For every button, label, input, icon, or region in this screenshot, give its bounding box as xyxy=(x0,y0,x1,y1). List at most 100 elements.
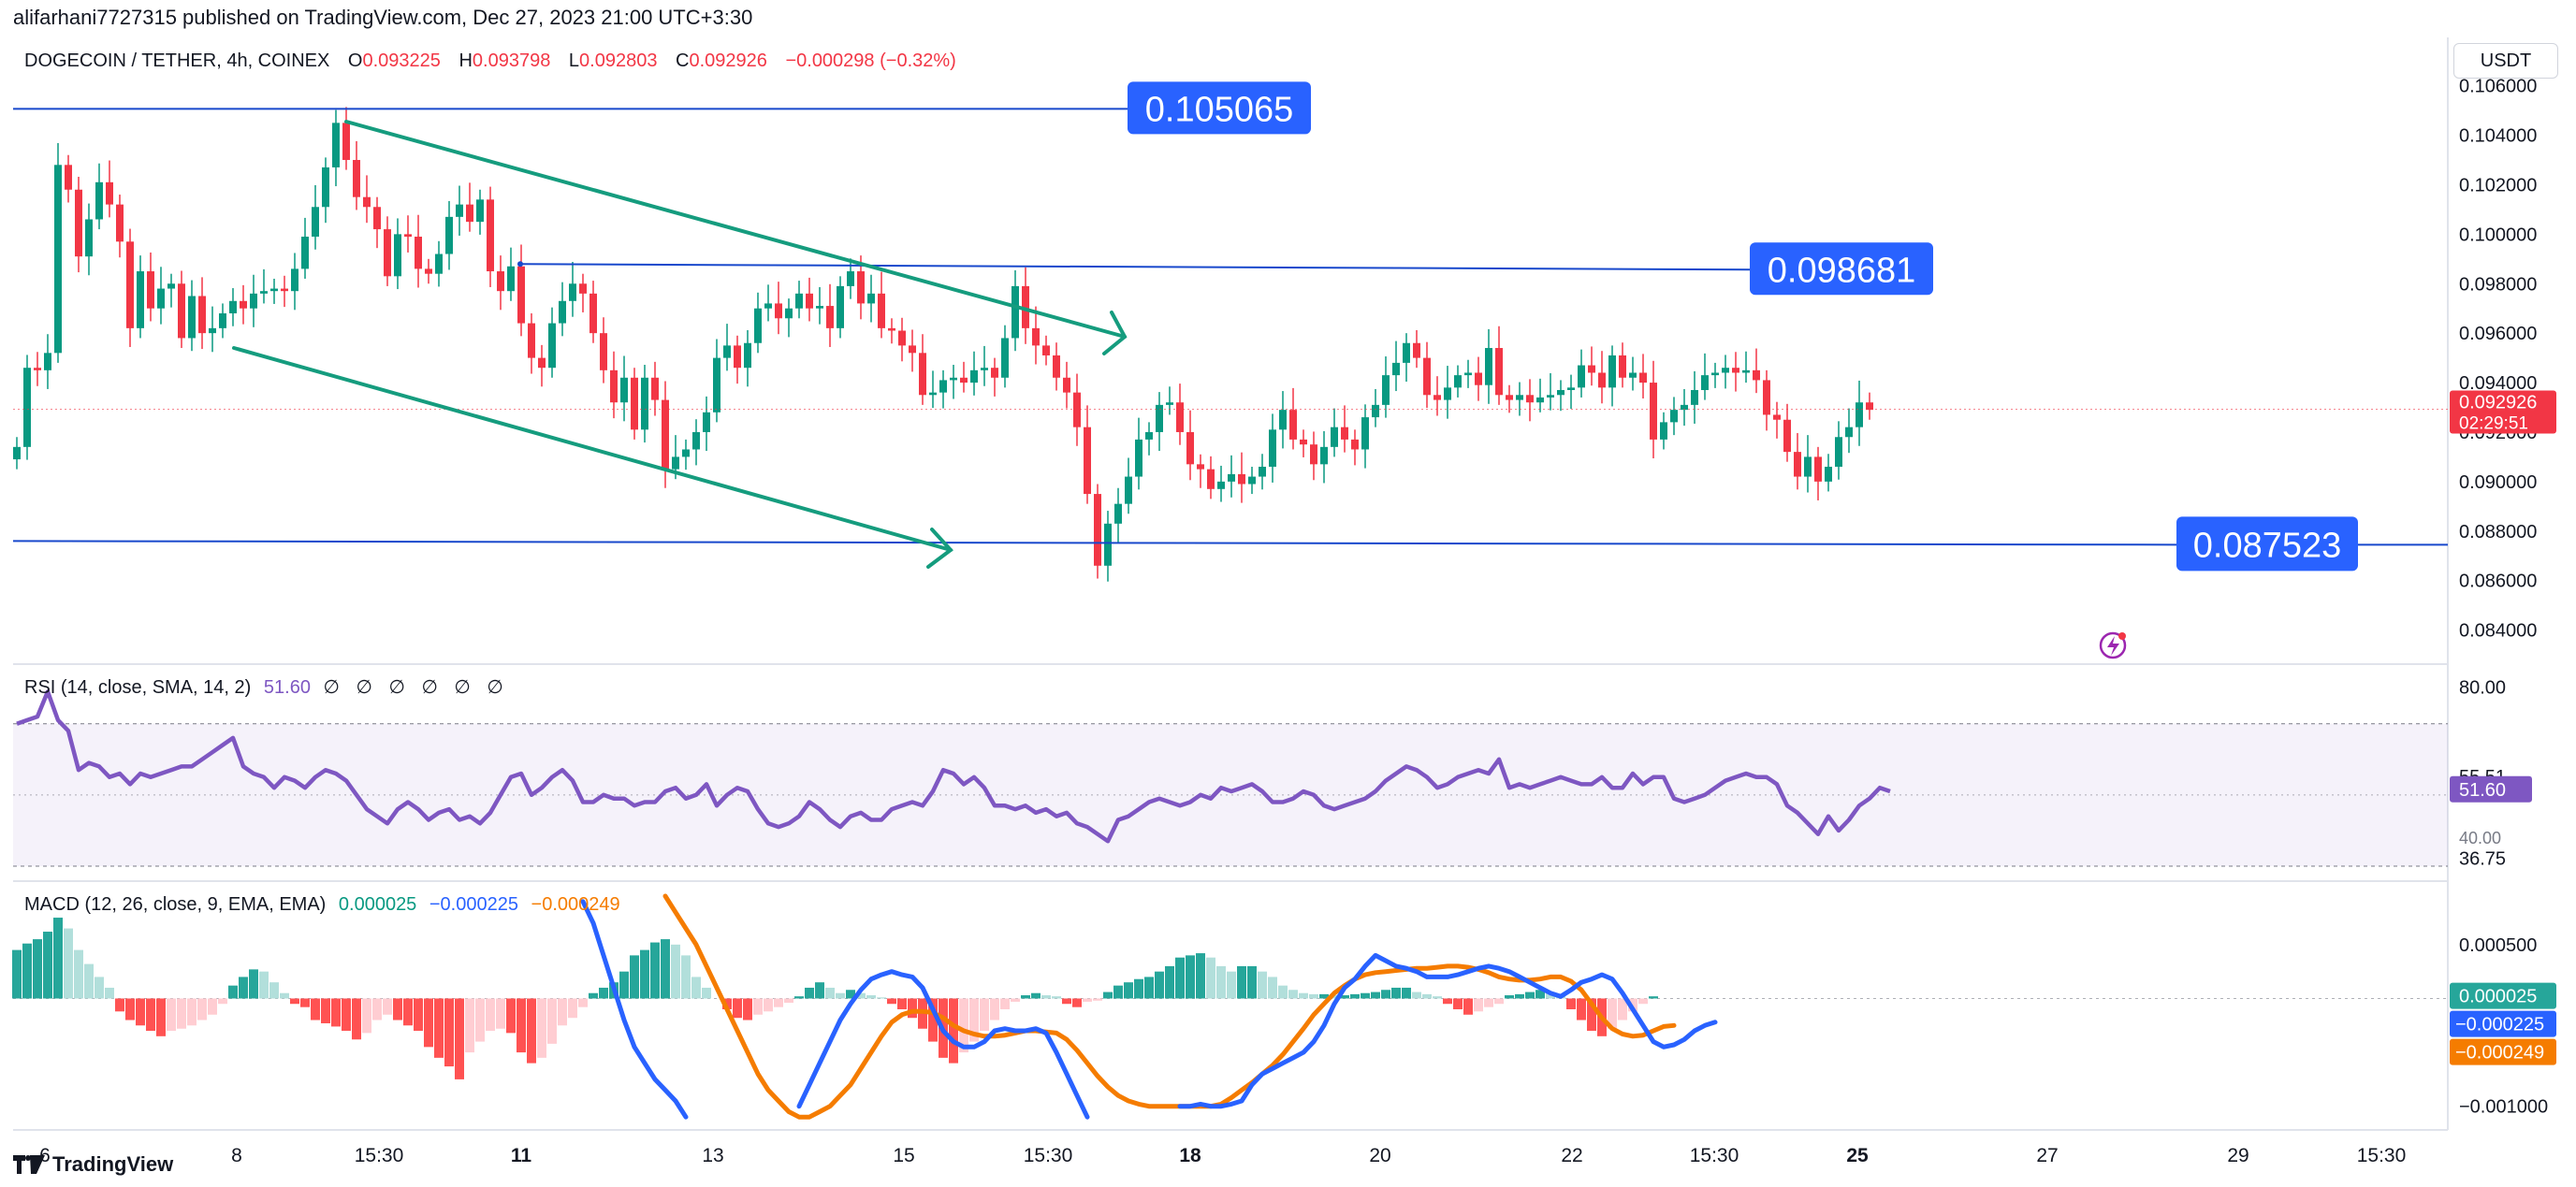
macd-hist-bar xyxy=(1103,992,1113,999)
macd-hist-bar xyxy=(475,998,485,1042)
candle-body xyxy=(1732,368,1739,373)
macd-hist-bar xyxy=(1350,993,1360,999)
candle-body xyxy=(1186,431,1194,465)
macd-hist-bar xyxy=(22,943,32,999)
price-tick-label: 0.096000 xyxy=(2459,324,2537,344)
macd-line xyxy=(796,969,1090,1120)
time-tick-label: 11 xyxy=(511,1145,532,1166)
macd-hist-bar xyxy=(136,998,145,1026)
candle-body xyxy=(754,308,762,343)
candle-body xyxy=(919,353,926,396)
candle-body xyxy=(806,293,813,309)
candle-body xyxy=(713,357,720,413)
macd-hist-bar xyxy=(331,998,341,1027)
rsi-legend: RSI (14, close, SMA, 14, 2) 51.60 ∅ ∅ ∅ … xyxy=(24,675,509,699)
macd-hist-bar xyxy=(990,998,999,1021)
candle-body xyxy=(1341,427,1348,440)
candle-body xyxy=(1238,473,1245,485)
macd-hist-bar xyxy=(1072,998,1082,1007)
macd-hist-bar xyxy=(105,987,114,999)
level-label-1: 0.105065 xyxy=(1145,90,1294,129)
last-price-badge xyxy=(2450,390,2556,434)
candle-body xyxy=(970,369,978,384)
candle-body xyxy=(1773,414,1781,420)
candle-body xyxy=(1434,395,1441,400)
macd-line-badge xyxy=(2450,1010,2556,1037)
macd-signal-badge xyxy=(2450,1038,2556,1065)
candle-body xyxy=(1032,327,1040,346)
tradingview-footer[interactable]: TradingView xyxy=(13,1152,173,1177)
macd-hist-bar xyxy=(959,998,968,1053)
lightning-icon xyxy=(2107,636,2119,656)
rsi-value-badge-label: 51.60 xyxy=(2459,780,2506,801)
macd-hist-bar xyxy=(1381,990,1390,999)
candle-body xyxy=(126,241,134,328)
candle-body xyxy=(620,377,628,403)
candle-body xyxy=(1464,372,1472,376)
candle-body xyxy=(1701,375,1709,390)
candle-body xyxy=(878,293,885,328)
macd-hist-bar xyxy=(630,955,639,999)
price-tick-label: 0.098000 xyxy=(2459,274,2537,295)
candle-body xyxy=(1650,383,1657,440)
macd-hist-bar xyxy=(1124,982,1133,999)
candle-body xyxy=(270,288,278,292)
candle-body xyxy=(497,271,504,292)
time-tick-label: 15 xyxy=(893,1145,914,1166)
candle-body xyxy=(1197,464,1204,470)
macd-hist-bar xyxy=(393,998,402,1021)
candle-body xyxy=(425,268,432,274)
macd-hist-badge-label: 0.000025 xyxy=(2459,987,2537,1007)
macd-hist-bar xyxy=(156,998,166,1036)
candle-body xyxy=(1598,372,1606,388)
time-tick-label: 18 xyxy=(1179,1145,1201,1166)
macd-hist-bar xyxy=(764,998,773,1012)
macd-hist-bar xyxy=(1000,998,1010,1009)
level-label-3: 0.087523 xyxy=(2193,526,2342,565)
candle-body xyxy=(857,271,865,304)
macd-hist-bar xyxy=(1247,965,1257,999)
candle-body xyxy=(1547,395,1554,398)
candle-body xyxy=(1557,389,1565,396)
macd-hist-bar xyxy=(43,932,52,999)
candle-body xyxy=(1207,469,1215,489)
rsi-title[interactable]: RSI (14, close, SMA, 14, 2) xyxy=(24,677,252,698)
candle-body xyxy=(1063,377,1070,393)
symbol-name[interactable]: DOGECOIN / TETHER, 4h, COINEX xyxy=(24,51,330,71)
candle-body xyxy=(476,199,484,223)
macd-hist-bar xyxy=(1062,998,1071,1005)
macd-hist-bar xyxy=(414,998,423,1032)
candle-body xyxy=(198,296,206,334)
candle-body xyxy=(1629,372,1637,378)
candle-body xyxy=(981,368,988,370)
close-label: C xyxy=(676,51,690,71)
time-tick-label: 15:30 xyxy=(1690,1145,1739,1166)
candle-body xyxy=(394,234,401,277)
macd-title[interactable]: MACD (12, 26, close, 9, EMA, EMA) xyxy=(24,894,327,915)
candle-body xyxy=(1444,387,1451,400)
candle-body xyxy=(888,327,895,331)
macd-hist-bar xyxy=(640,949,649,999)
macd-hist-bar xyxy=(1649,996,1658,999)
macd-hist-bar xyxy=(980,998,989,1032)
macd-line xyxy=(580,899,689,1120)
macd-hist-bar xyxy=(290,998,299,1005)
macd-hist-bar xyxy=(856,992,866,999)
candle-body xyxy=(991,368,998,378)
macd-hist-bar xyxy=(249,969,258,999)
candle-body xyxy=(1042,345,1050,355)
macd-hist-bar xyxy=(1237,965,1246,999)
candle-body xyxy=(610,369,618,403)
macd-hist-bar xyxy=(465,998,474,1053)
candle-body xyxy=(600,333,607,370)
candle-body xyxy=(147,271,154,309)
candle-body xyxy=(764,303,772,309)
macd-hist-bar xyxy=(269,982,279,999)
macd-hist-bar xyxy=(1361,992,1370,999)
currency-button[interactable]: USDT xyxy=(2453,43,2558,79)
macd-tick-label: 0.000500 xyxy=(2459,935,2537,956)
candle-body xyxy=(342,123,350,161)
macd-hist-bar xyxy=(95,977,104,999)
candle-body xyxy=(13,446,21,460)
